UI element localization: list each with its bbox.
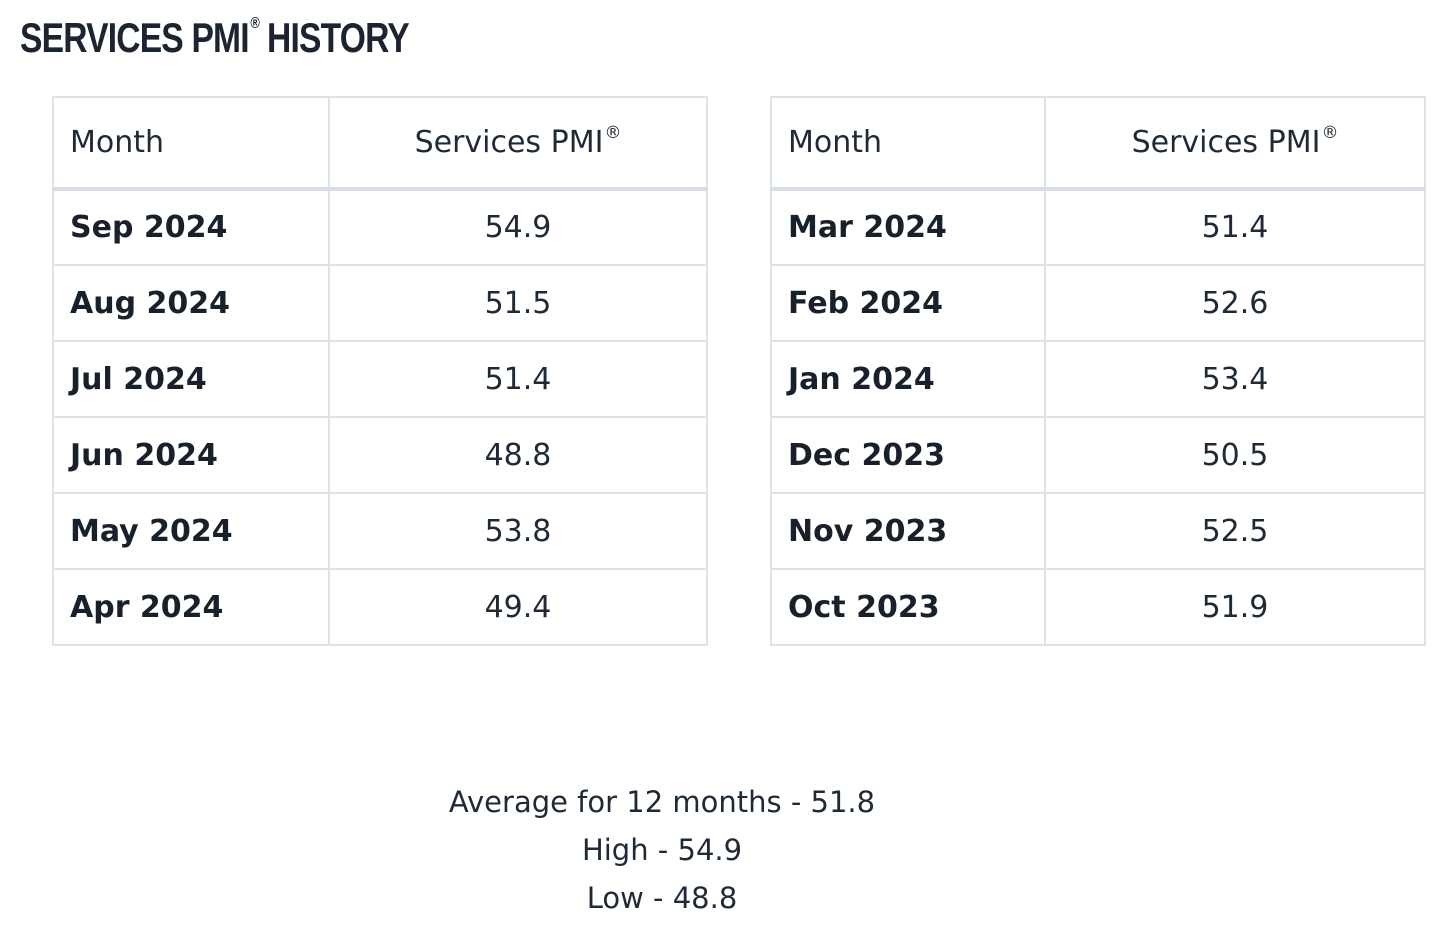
average-line: Average for 12 months - 51.8 [448, 785, 876, 819]
pmi-table-left: Month Services PMI® Sep 2024 54.9 Aug 20… [52, 96, 708, 646]
pmi-value-cell: 52.6 [1044, 264, 1426, 342]
month-cell: Nov 2023 [770, 492, 1046, 570]
table-row: Mar 2024 51.4 [770, 188, 1426, 266]
table-row: Jan 2024 53.4 [770, 340, 1426, 418]
month-cell: Mar 2024 [770, 188, 1046, 266]
pmi-value-cell: 51.9 [1044, 568, 1426, 646]
column-header-month: Month [770, 96, 1046, 191]
table-row: Apr 2024 49.4 [52, 568, 708, 646]
registered-mark: ® [1321, 123, 1339, 143]
registered-mark: ® [250, 15, 260, 32]
column-header-label: Services PMI [414, 125, 604, 160]
month-cell: Apr 2024 [52, 568, 330, 646]
month-cell: Jun 2024 [52, 416, 330, 494]
low-line: Low - 48.8 [586, 881, 738, 915]
pmi-value-cell: 51.4 [1044, 188, 1426, 266]
month-cell: Sep 2024 [52, 188, 330, 266]
page-title: SERVICES PMI® HISTORY [20, 12, 410, 74]
pmi-value-cell: 50.5 [1044, 416, 1426, 494]
pmi-table-right: Month Services PMI® Mar 2024 51.4 Feb 20… [770, 96, 1426, 646]
month-cell: Jul 2024 [52, 340, 330, 418]
month-cell: Aug 2024 [52, 264, 330, 342]
pmi-value-cell: 52.5 [1044, 492, 1426, 570]
pmi-value-cell: 48.8 [328, 416, 708, 494]
table-row: Nov 2023 52.5 [770, 492, 1426, 570]
table-row: Oct 2023 51.9 [770, 568, 1426, 646]
table-row: Feb 2024 52.6 [770, 264, 1426, 342]
high-line: High - 54.9 [581, 833, 743, 867]
table-header-row: Month Services PMI® [770, 96, 1426, 191]
title-main: SERVICES PMI [20, 14, 250, 61]
column-header-month: Month [52, 96, 330, 191]
table-row: Aug 2024 51.5 [52, 264, 708, 342]
table-row: May 2024 53.8 [52, 492, 708, 570]
pmi-value-cell: 53.4 [1044, 340, 1426, 418]
title-suffix: HISTORY [267, 14, 410, 61]
table-row: Sep 2024 54.9 [52, 188, 708, 266]
pmi-value-cell: 54.9 [328, 188, 708, 266]
column-header-services-pmi: Services PMI® [1044, 96, 1426, 191]
month-cell: Feb 2024 [770, 264, 1046, 342]
table-header-row: Month Services PMI® [52, 96, 708, 191]
month-cell: Jan 2024 [770, 340, 1046, 418]
registered-mark: ® [604, 123, 622, 143]
month-cell: Dec 2023 [770, 416, 1046, 494]
table-row: Dec 2023 50.5 [770, 416, 1426, 494]
table-row: Jul 2024 51.4 [52, 340, 708, 418]
pmi-value-cell: 49.4 [328, 568, 708, 646]
month-cell: Oct 2023 [770, 568, 1046, 646]
pmi-value-cell: 51.5 [328, 264, 708, 342]
pmi-value-cell: 53.8 [328, 492, 708, 570]
column-header-services-pmi: Services PMI® [328, 96, 708, 191]
column-header-label: Services PMI [1131, 125, 1321, 160]
pmi-value-cell: 51.4 [328, 340, 708, 418]
table-row: Jun 2024 48.8 [52, 416, 708, 494]
month-cell: May 2024 [52, 492, 330, 570]
summary-stats: Average for 12 months - 51.8 High - 54.9… [0, 778, 1324, 922]
